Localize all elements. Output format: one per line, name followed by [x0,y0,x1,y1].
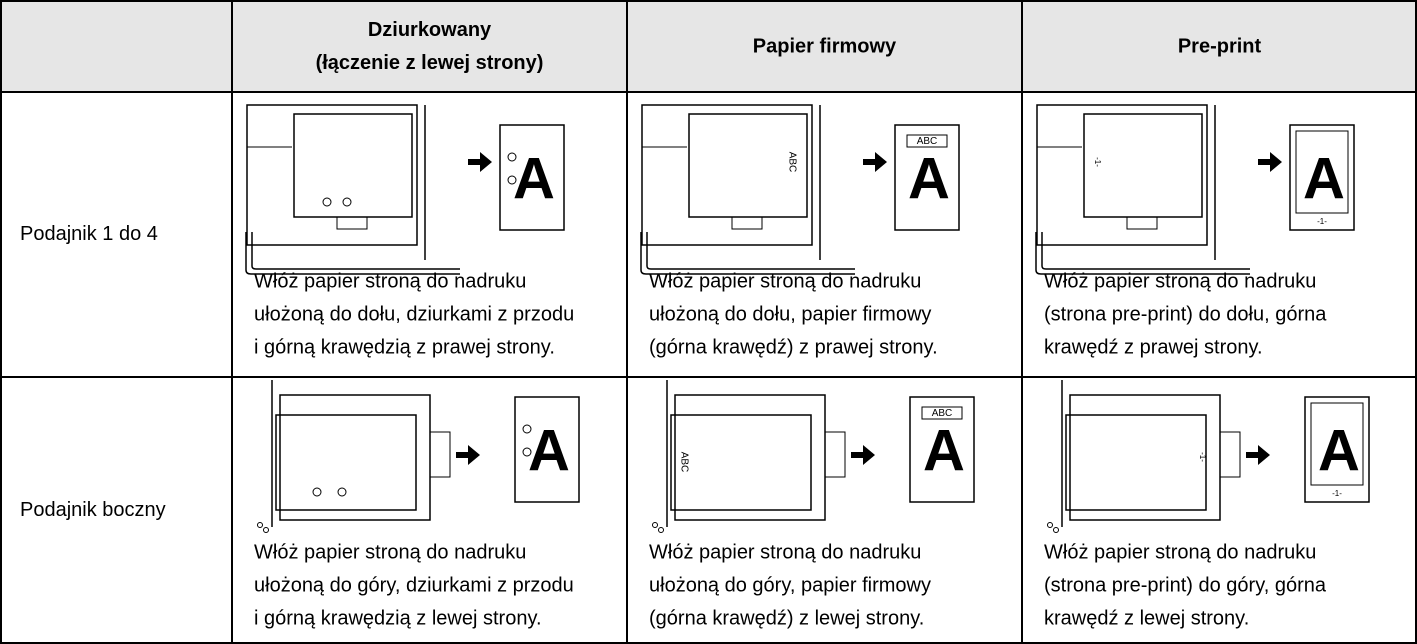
preprint-frame [1295,130,1349,214]
paper-sheet [514,396,580,503]
arrow [1246,445,1270,465]
bypass-dot [658,527,664,533]
tray-base [640,232,855,275]
sheet-letter: A [513,146,555,211]
cell-text: ułożoną do góry, dziurkami z przodu [254,574,574,596]
paper-sheet [499,124,565,231]
paper-sheet [909,396,975,503]
cell-text: Włóż papier stroną do nadruku [254,270,526,292]
cell-text: krawędź z lewej strony. [1044,607,1249,629]
cell-text: Włóż papier stroną do nadruku [649,270,921,292]
punch-hole [337,487,347,497]
bypass-dot [1053,527,1059,533]
tray-page-number: -1- [1198,452,1207,462]
tray-frame [641,104,813,246]
cell-text: ułożoną do dołu, dziurkami z przodu [254,303,574,325]
punch-hole [522,447,532,457]
tray-letterhead: ABC [786,152,797,173]
letterhead-text: ABC [917,136,938,147]
bypass-tab [1219,431,1241,478]
tray-frame [246,104,418,246]
sheet-letter: A [1303,146,1345,211]
bypass-paper [275,414,417,511]
bypass-frame [279,394,431,521]
cell-text: (górna krawędź) z lewej strony. [649,607,924,629]
arrow [456,445,480,465]
preprint-frame [1310,402,1364,486]
cell-text: Włóż papier stroną do nadruku [1044,270,1316,292]
paper-sheet [1289,124,1355,231]
cell-text: (strona pre-print) do dołu, górna [1044,303,1327,325]
header-text: (łączenie z lewej strony) [316,52,544,74]
arrow [863,152,887,172]
cell-text: (górna krawędź) z prawej strony. [649,336,938,358]
punch-hole [522,424,532,434]
tray-letterhead: ABC [678,452,689,473]
cell-text: Włóż papier stroną do nadruku [254,541,526,563]
header-text: Pre-print [1178,35,1262,57]
letterhead-text: ABC [932,408,953,419]
bypass-paper [1065,414,1207,511]
tray-handle [731,216,763,230]
cell-text: (strona pre-print) do góry, górna [1044,574,1327,596]
cell-text: ułożoną do góry, papier firmowy [649,574,931,596]
page-number: -1- [1317,217,1327,226]
cell-text: Włóż papier stroną do nadruku [649,541,921,563]
cell-text: Włóż papier stroną do nadruku [1044,541,1316,563]
sheet-letter: A [908,146,950,211]
tray-page-number: -1- [1093,157,1102,167]
bypass-dot [652,522,658,528]
row-label: Podajnik 1 do 4 [20,223,158,245]
header-text: Papier firmowy [753,35,897,57]
letterhead-box [921,406,963,420]
tray-handle [336,216,368,230]
bypass-tab [429,431,451,478]
bypass-dot [1047,522,1053,528]
tray-base [245,232,460,275]
cell-text: i górną krawędzią z lewej strony. [254,607,542,629]
page-number: -1- [1332,489,1342,498]
sheet-letter: A [1318,418,1360,483]
cell-text: krawędź z prawej strony. [1044,336,1263,358]
header-background [0,0,1417,92]
bypass-dot [263,527,269,533]
punch-hole [322,197,332,207]
punch-hole [507,152,517,162]
sheet-letter: A [923,418,965,483]
arrow [1258,152,1282,172]
header-text: Dziurkowany [368,19,492,41]
letterhead-box [906,134,948,148]
bypass-frame [1069,394,1221,521]
bypass-tab [824,431,846,478]
punch-hole [342,197,352,207]
row-label: Podajnik boczny [20,499,166,521]
arrow [468,152,492,172]
tray-handle [1126,216,1158,230]
tray-base [1035,232,1250,275]
bypass-frame [674,394,826,521]
punch-hole [312,487,322,497]
bypass-dot [257,522,263,528]
tray-paper [293,113,413,218]
punch-hole [507,175,517,185]
bypass-paper [670,414,812,511]
paper-sheet [894,124,960,231]
paper-sheet [1304,396,1370,503]
cell-text: ułożoną do dołu, papier firmowy [649,303,931,325]
tray-frame [1036,104,1208,246]
cell-text: i górną krawędzią z prawej strony. [254,336,555,358]
arrow [851,445,875,465]
sheet-letter: A [528,418,570,483]
